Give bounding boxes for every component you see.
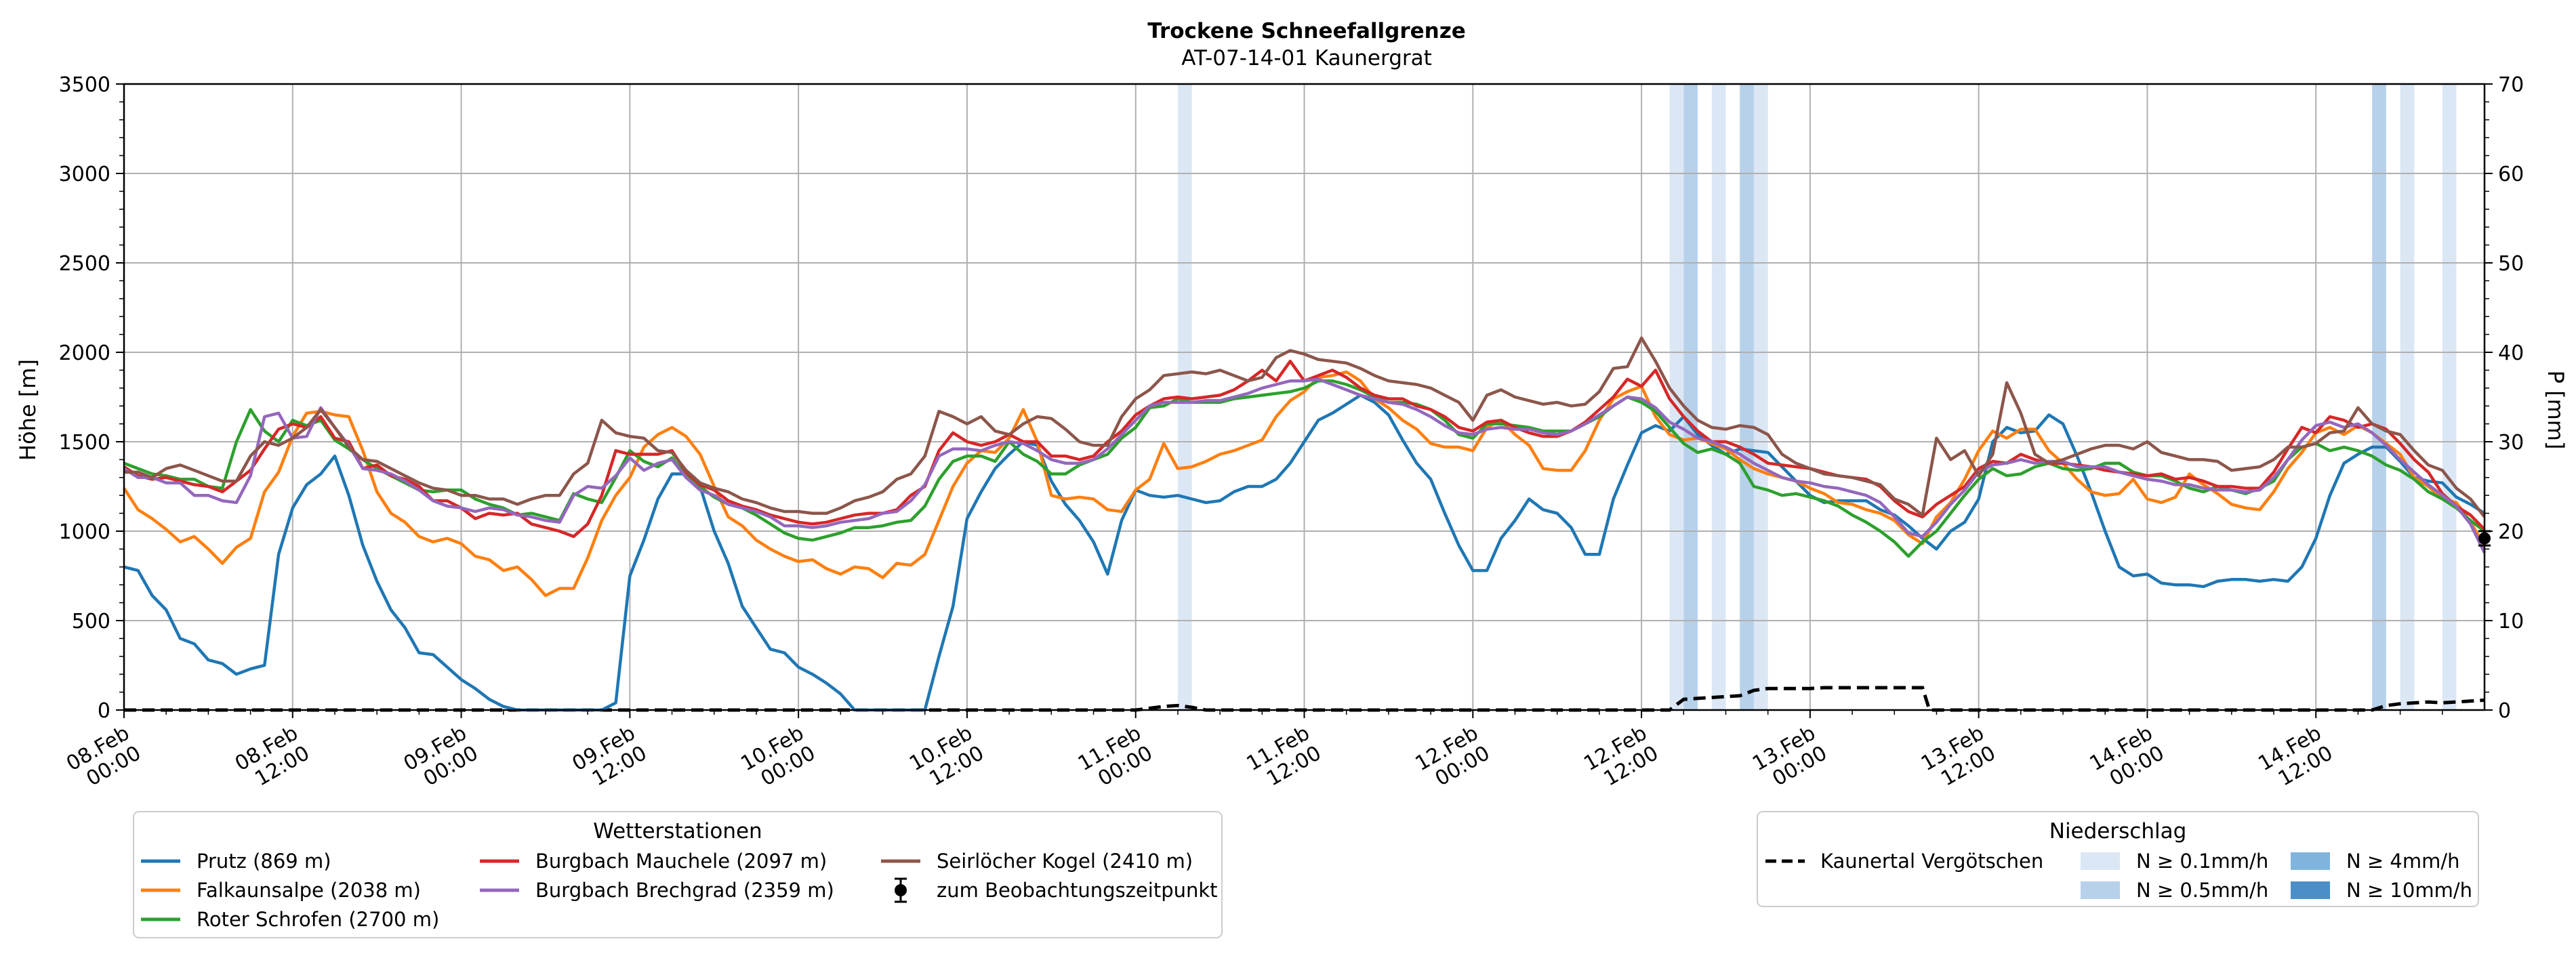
y2-tick-label: 60 [2498,163,2524,186]
y-axis-right: 0 10 20 30 40 50 60 70 [2485,73,2524,723]
y-tick-label: 3500 [59,73,110,97]
precip-bands [1177,84,2457,710]
series-line-0 [123,394,2486,712]
y2-tick-label: 20 [2498,520,2524,544]
legend-precip-label: Kaunertal Vergötschen [1820,850,2043,873]
y2-tick-label: 70 [2498,73,2524,97]
grid-lines [123,83,2485,711]
y-tick-label: 1500 [59,431,110,455]
y-tick-label: 0 [98,699,110,723]
legend-stations-label: Burgbach Brechgrad (2359 m) [535,879,834,902]
series-line-4 [123,377,2487,554]
y2-tick-label: 10 [2498,610,2524,633]
precip-band [1753,84,1768,710]
precip-band [2442,84,2457,710]
legend-stations-title: Wetterstationen [593,819,762,844]
precip-band [1683,84,1698,710]
legend-stations-label: Falkaunsalpe (2038 m) [197,879,421,902]
series-lines [123,336,2487,712]
y2-tick-label: 40 [2498,341,2524,365]
y2-axis-label: P [mm] [2543,371,2569,450]
y-tick-label: 3000 [59,163,110,186]
legend-marker-label: zum Beobachtungszeitpunkt [937,879,1218,902]
precip-band [1740,84,1754,710]
legend-precip-class-label: N ≥ 4mm/h [2346,850,2460,873]
series-line-1 [123,370,2486,598]
y-tick-label: 1000 [59,520,110,544]
chart-title: Trockene Schneefallgrenze [1147,19,1466,43]
precip-band [2400,84,2415,710]
y2-tick-label: 0 [2498,699,2511,723]
legend-precip-class-swatch [2291,881,2330,899]
legend-stations-box [133,811,1223,938]
y-tick-label: 500 [72,610,110,633]
precip-band [1711,84,1726,710]
legend-stations-label: Seirlöcher Kogel (2410 m) [937,850,1193,873]
precip-band [2372,84,2386,710]
legend-stations: Wetterstationen Prutz (869 m) Falkaunsalp… [133,811,1223,938]
y-tick-label: 2000 [59,341,110,365]
legend-precip-class-label: N ≥ 10mm/h [2346,879,2472,902]
y-tick-label: 2500 [59,252,110,276]
legend-stations-label: Burgbach Mauchele (2097 m) [535,850,827,873]
legend-precip-title: Niederschlag [2049,819,2187,844]
y-axis-label: Höhe [m] [15,359,41,461]
y-axis-left: 0 500 1000 1500 2000 2500 3000 3500 [59,73,124,723]
y2-tick-label: 50 [2498,252,2524,276]
legend-precip: Niederschlag Kaunertal Vergötschen N ≥ 0.… [1757,811,2479,907]
y2-tick-label: 30 [2498,431,2524,455]
legend-stations-label: Prutz (869 m) [197,850,331,873]
legend-precip-class-label: N ≥ 0.1mm/h [2136,850,2268,873]
legend-precip-class-swatch [2081,881,2120,899]
legend-marker-dot [895,884,907,896]
series-line-5 [124,336,2486,518]
legend-precip-class-label: N ≥ 0.5mm/h [2136,879,2268,902]
legend-stations-label: Roter Schrofen (2700 m) [197,908,439,931]
legend-precip-class-swatch [2081,852,2120,870]
chart-subtitle: AT-07-14-01 Kaunergrat [1181,46,1432,70]
legend-precip-class-swatch [2291,852,2330,870]
